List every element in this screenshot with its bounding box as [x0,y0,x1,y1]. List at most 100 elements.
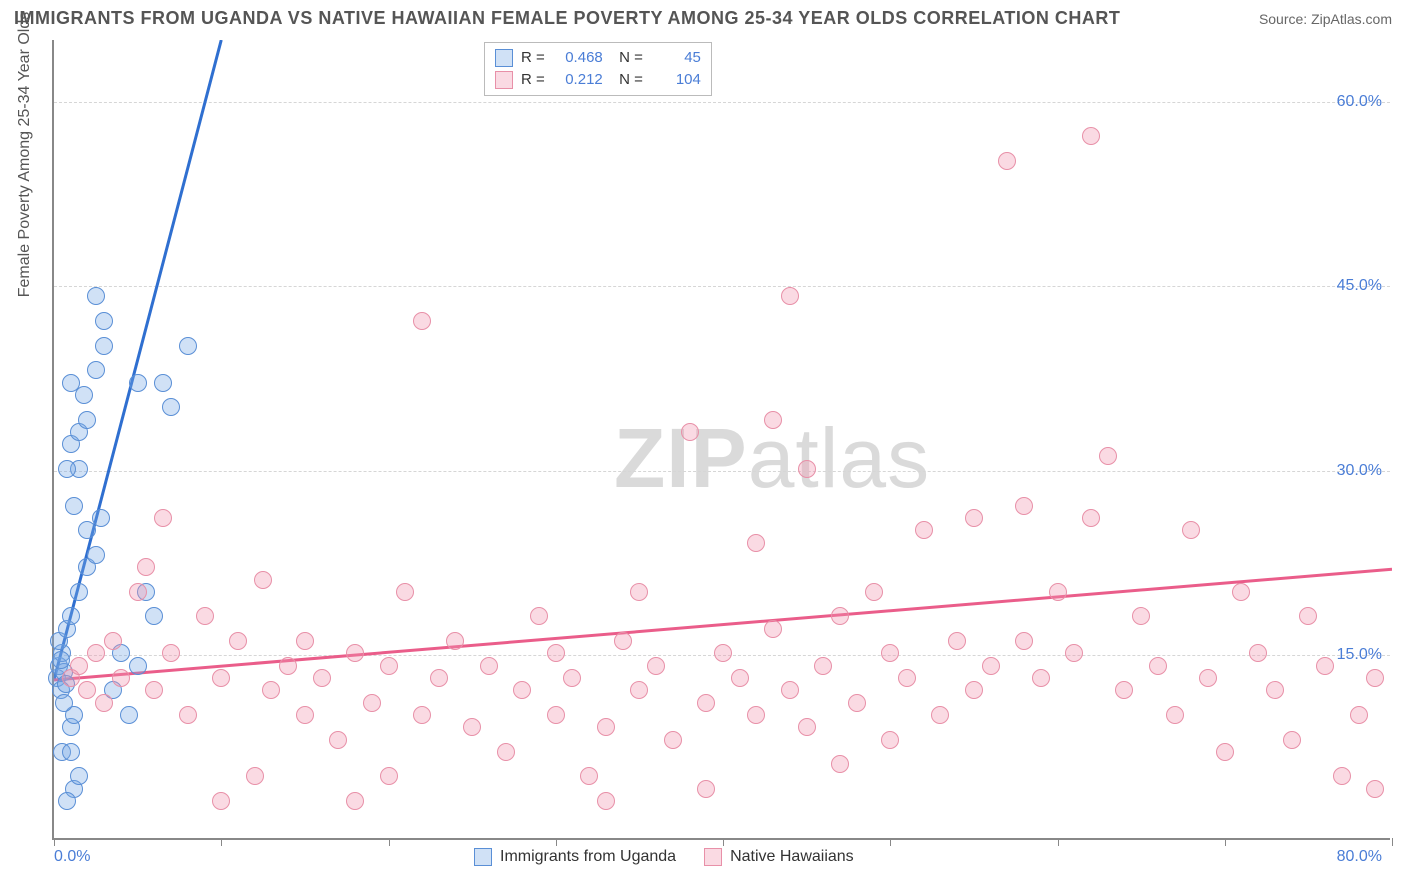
scatter-point [52,651,70,669]
scatter-point [70,767,88,785]
scatter-point [446,632,464,650]
legend-swatch [474,848,492,866]
y-tick-label: 15.0% [1337,646,1382,664]
series-legend-item: Immigrants from Uganda [474,848,676,866]
scatter-point [162,644,180,662]
trend-line [54,569,1392,680]
y-axis-title: Female Poverty Among 25-34 Year Olds [16,12,34,298]
scatter-point [1199,669,1217,687]
scatter-point [965,681,983,699]
scatter-point [78,411,96,429]
scatter-point [296,632,314,650]
scatter-point [563,669,581,687]
scatter-point [463,718,481,736]
scatter-point [630,681,648,699]
scatter-point [254,571,272,589]
scatter-point [697,694,715,712]
scatter-point [396,583,414,601]
scatter-point [137,558,155,576]
series-legend-label: Native Hawaiians [730,848,854,866]
scatter-point [1182,521,1200,539]
scatter-chart: ZIPatlas 15.0%30.0%45.0%60.0%0.0%80.0%R … [52,40,1390,840]
scatter-point [497,743,515,761]
legend-n-value: 104 [651,69,701,91]
scatter-point [814,657,832,675]
scatter-point [1366,669,1384,687]
x-tick [1225,838,1226,846]
scatter-point [380,657,398,675]
gridline [54,471,1390,472]
scatter-point [681,423,699,441]
scatter-point [145,681,163,699]
scatter-point [162,398,180,416]
scatter-point [747,534,765,552]
scatter-point [1316,657,1334,675]
scatter-point [664,731,682,749]
scatter-point [1082,127,1100,145]
scatter-point [120,706,138,724]
scatter-point [70,583,88,601]
legend-r-value: 0.212 [553,69,603,91]
x-tick [723,838,724,846]
scatter-point [898,669,916,687]
scatter-point [70,657,88,675]
scatter-point [413,312,431,330]
scatter-point [65,497,83,515]
scatter-point [1232,583,1250,601]
scatter-point [1166,706,1184,724]
scatter-point [798,718,816,736]
scatter-point [764,620,782,638]
y-tick-label: 45.0% [1337,277,1382,295]
scatter-point [62,607,80,625]
scatter-point [948,632,966,650]
scatter-point [55,694,73,712]
scatter-point [329,731,347,749]
scatter-point [697,780,715,798]
scatter-point [915,521,933,539]
series-legend: Immigrants from Uganda Native Hawaiians [474,848,854,866]
scatter-point [781,681,799,699]
scatter-point [78,681,96,699]
y-tick-label: 30.0% [1337,462,1382,480]
scatter-point [87,644,105,662]
scatter-point [513,681,531,699]
series-legend-item: Native Hawaiians [704,848,854,866]
legend-n-label: N = [611,69,643,91]
scatter-point [1049,583,1067,601]
scatter-point [129,657,147,675]
scatter-point [380,767,398,785]
scatter-point [95,694,113,712]
scatter-point [848,694,866,712]
legend-r-label: R = [521,47,545,69]
legend-row: R =0.212 N =104 [495,69,701,91]
scatter-point [196,607,214,625]
scatter-point [87,361,105,379]
scatter-point [1032,669,1050,687]
scatter-point [262,681,280,699]
gridline [54,102,1390,103]
scatter-point [1115,681,1133,699]
scatter-point [1149,657,1167,675]
scatter-point [212,669,230,687]
scatter-point [229,632,247,650]
scatter-point [58,792,76,810]
scatter-point [87,287,105,305]
legend-n-value: 45 [651,47,701,69]
scatter-point [92,509,110,527]
scatter-point [95,337,113,355]
scatter-point [430,669,448,687]
scatter-point [1350,706,1368,724]
x-tick [556,838,557,846]
scatter-point [104,632,122,650]
legend-row: R =0.468 N =45 [495,47,701,69]
scatter-point [1266,681,1284,699]
trend-overlay [54,40,1392,840]
x-tick [1058,838,1059,846]
scatter-point [1299,607,1317,625]
scatter-point [597,718,615,736]
scatter-point [346,792,364,810]
legend-swatch [495,71,513,89]
scatter-point [145,607,163,625]
scatter-point [179,706,197,724]
scatter-point [614,632,632,650]
